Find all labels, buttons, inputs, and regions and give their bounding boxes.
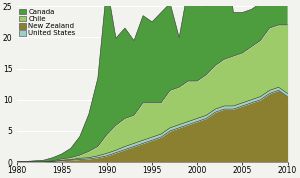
Legend: Canada, Chile, New Zealand, United States: Canada, Chile, New Zealand, United State… [19, 8, 76, 37]
